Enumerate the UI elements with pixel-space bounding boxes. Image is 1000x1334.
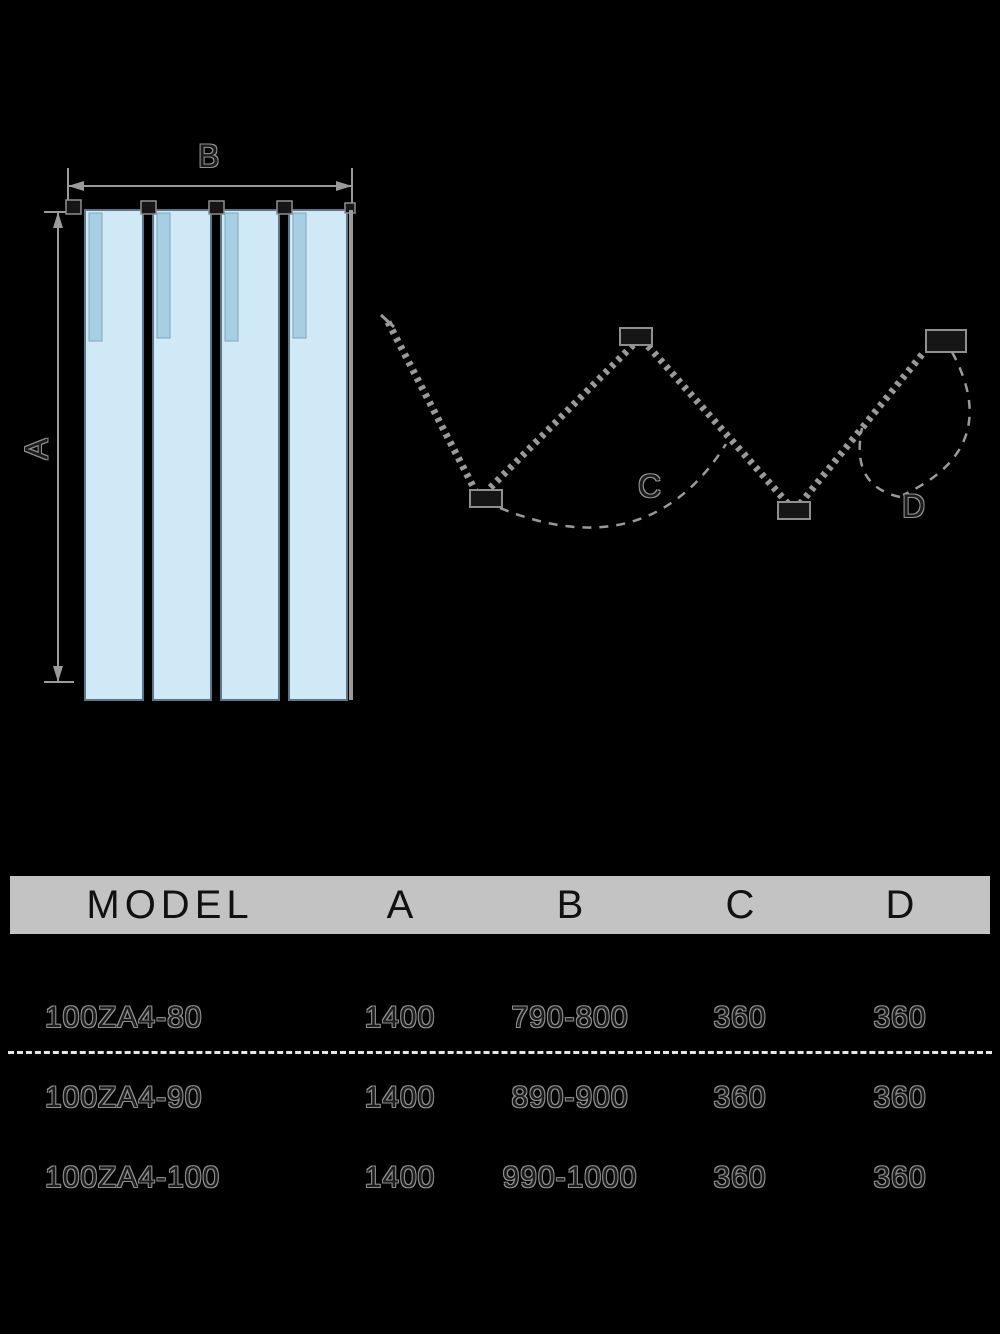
panel-edge-strip: [292, 212, 307, 339]
dimension-label-c: C: [638, 468, 663, 504]
hinge-bracket: [276, 200, 293, 215]
swing-arc-c: [499, 443, 728, 529]
cell-model: 100ZA4-90: [45, 1081, 203, 1114]
cell-model: 100ZA4-100: [45, 1161, 221, 1194]
fold-bracket: [925, 329, 967, 353]
dimension-label-a: A: [18, 437, 55, 460]
table-row: 100ZA4-100 1400 990-1000 360 360: [10, 1156, 990, 1200]
technical-drawing: [44, 168, 971, 701]
dimension-b: [67, 168, 353, 204]
front-view: [44, 168, 356, 701]
fold-bracket: [619, 327, 653, 346]
dimension-label-d: D: [902, 488, 927, 524]
hinge-bracket: [208, 200, 225, 215]
hinge-bracket: [140, 200, 157, 215]
cell-a: 1400: [364, 1161, 436, 1194]
cell-b: 890-900: [511, 1081, 629, 1114]
header-b: B: [556, 882, 584, 927]
table-row: 100ZA4-80 1400 790-800 360 360: [10, 996, 990, 1040]
table-header: MODEL A B C D: [10, 876, 990, 934]
cell-d: 360: [873, 1161, 927, 1194]
cell-d: 360: [873, 1001, 927, 1034]
fold-segment: [481, 341, 637, 497]
panel-edge-strip: [224, 212, 239, 342]
fold-bracket: [469, 489, 503, 508]
fold-segment: [645, 343, 793, 509]
wall-profile: [349, 210, 353, 700]
dimension-label-b: B: [198, 138, 221, 174]
dimension-a: [44, 211, 74, 683]
wall-start-tick: [379, 313, 396, 329]
cell-a: 1400: [364, 1081, 436, 1114]
swing-arc-d-return: [858, 427, 901, 499]
hinge-bracket: [65, 199, 82, 215]
cell-b: 790-800: [511, 1001, 629, 1034]
row-divider-dashed: [8, 1051, 992, 1054]
cell-c: 360: [713, 1001, 767, 1034]
cell-d: 360: [873, 1081, 927, 1114]
folding-segments: [384, 320, 927, 509]
panel-edge-strip: [88, 212, 103, 342]
glass-panels: [84, 209, 348, 701]
cell-b: 990-1000: [502, 1161, 638, 1194]
top-view: [379, 313, 971, 529]
cell-a: 1400: [364, 1001, 436, 1034]
header-c: C: [725, 882, 755, 927]
fold-segment: [797, 349, 927, 507]
panel-edge-strip: [156, 212, 171, 339]
cell-c: 360: [713, 1161, 767, 1194]
table-row: 100ZA4-90 1400 890-900 360 360: [10, 1076, 990, 1120]
header-a: A: [386, 882, 414, 927]
header-d: D: [885, 882, 915, 927]
fold-brackets: [469, 327, 967, 520]
fold-bracket: [777, 501, 811, 520]
header-model: MODEL: [86, 882, 254, 927]
fold-segment: [384, 320, 482, 498]
swing-arc-d: [902, 351, 971, 497]
cell-model: 100ZA4-80: [45, 1001, 203, 1034]
cell-c: 360: [713, 1081, 767, 1114]
